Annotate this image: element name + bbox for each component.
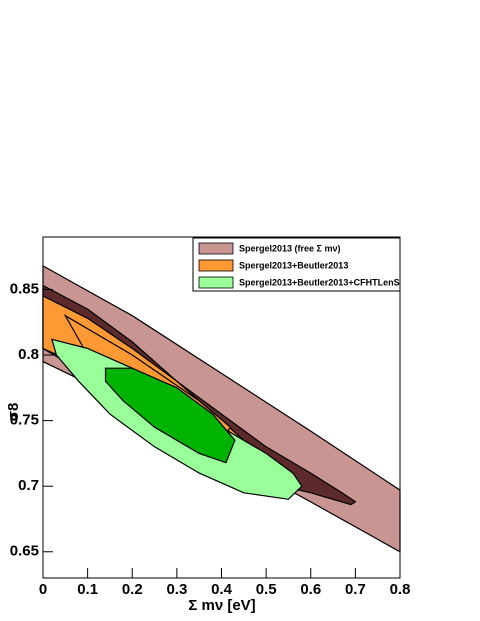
legend-swatch xyxy=(198,242,234,255)
x-tick-label: 0.2 xyxy=(122,581,143,598)
legend-label: Spergel2013+Beutler2013 xyxy=(239,260,348,270)
contour-region xyxy=(104,367,236,464)
x-tick-label: 0.6 xyxy=(300,581,321,598)
x-tick-label: 0.1 xyxy=(77,581,98,598)
y-tick-label: 0.75 xyxy=(10,412,39,429)
x-tick-label: 0.3 xyxy=(166,581,187,598)
x-tick-label: 0.8 xyxy=(390,581,411,598)
y-tick-label: 0.65 xyxy=(10,543,39,560)
x-tick-label: 0 xyxy=(39,581,47,598)
x-tick-label: 0.5 xyxy=(256,581,277,598)
x-tick-label: 0.7 xyxy=(345,581,366,598)
y-tick-label: 0.7 xyxy=(18,477,39,494)
y-axis-label: σ8 xyxy=(5,403,22,422)
x-tick-label: 0.4 xyxy=(211,581,233,598)
y-tick-label: 0.85 xyxy=(10,280,39,297)
legend-swatch xyxy=(198,276,234,289)
y-tick-label: 0.8 xyxy=(18,346,39,363)
legend-label: Spergel2013+Beutler2013+CFHTLenS xyxy=(239,277,400,287)
legend-swatch xyxy=(198,259,234,272)
x-axis-label: Σ mν [eV] xyxy=(188,597,255,614)
legend-label: Spergel2013 (free Σ mν) xyxy=(239,243,340,253)
